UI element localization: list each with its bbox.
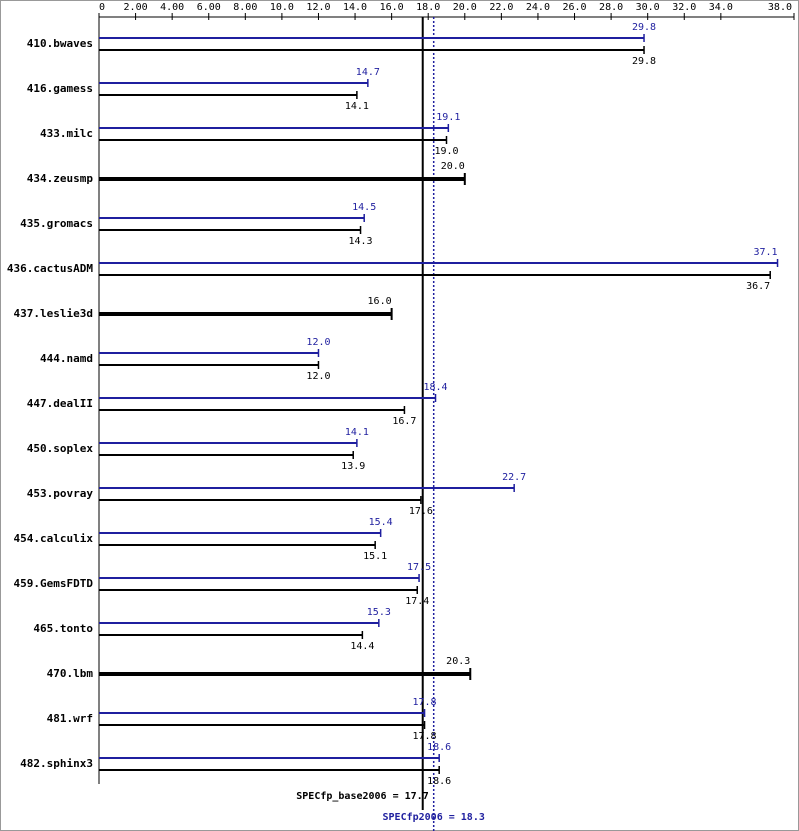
value-label: 17.6 <box>409 506 433 517</box>
value-label: 17.8 <box>413 697 437 708</box>
x-tick-label: 14.0 <box>343 2 367 13</box>
category-label: 482.sphinx3 <box>20 757 93 770</box>
x-tick-label: 32.0 <box>672 2 696 13</box>
category-label: 410.bwaves <box>27 37 93 50</box>
category-label: 450.soplex <box>27 442 94 455</box>
x-tick-label: 6.00 <box>197 2 221 13</box>
value-label: 14.7 <box>356 67 380 78</box>
category-label: 435.gromacs <box>20 217 93 230</box>
category-label: 444.namd <box>40 352 93 365</box>
category-label: 416.gamess <box>27 82 93 95</box>
category-label: 437.leslie3d <box>14 307 93 320</box>
category-label: 470.lbm <box>47 667 94 680</box>
value-label: 16.7 <box>392 416 416 427</box>
value-label: 17.8 <box>413 731 437 742</box>
value-label: 14.3 <box>348 236 372 247</box>
value-label: 14.4 <box>350 641 374 652</box>
x-tick-label: 18.0 <box>416 2 440 13</box>
value-label: 12.0 <box>306 337 330 348</box>
x-tick-label: 34.0 <box>709 2 733 13</box>
reference-label: SPECfp_base2006 = 17.7 <box>296 791 428 802</box>
value-label: 15.3 <box>367 607 391 618</box>
value-label: 37.1 <box>753 247 777 258</box>
x-tick-label: 26.0 <box>562 2 586 13</box>
value-label: 18.4 <box>423 382 447 393</box>
value-label: 18.6 <box>427 776 451 787</box>
value-label: 17.5 <box>407 562 431 573</box>
value-label: 18.6 <box>427 742 451 753</box>
value-label: 29.8 <box>632 56 656 67</box>
value-label: 15.4 <box>369 517 393 528</box>
value-label: 36.7 <box>746 281 770 292</box>
value-label: 16.0 <box>368 296 392 307</box>
category-label: 453.povray <box>27 487 94 500</box>
value-label: 17.4 <box>405 596 429 607</box>
category-label: 465.tonto <box>33 622 93 635</box>
x-tick-label: 22.0 <box>489 2 513 13</box>
x-tick-label: 0 <box>99 2 105 13</box>
x-tick-label: 4.00 <box>160 2 184 13</box>
x-tick-label: 24.0 <box>526 2 550 13</box>
x-tick-label: 30.0 <box>636 2 660 13</box>
value-label: 14.1 <box>345 101 369 112</box>
value-label: 12.0 <box>306 371 330 382</box>
value-label: 20.0 <box>441 161 465 172</box>
category-label: 447.dealII <box>27 397 93 410</box>
x-tick-label: 8.00 <box>233 2 257 13</box>
category-label: 454.calculix <box>14 532 94 545</box>
category-label: 433.milc <box>40 127 93 140</box>
value-label: 29.8 <box>632 22 656 33</box>
category-label: 436.cactusADM <box>7 262 93 275</box>
x-tick-label: 10.0 <box>270 2 294 13</box>
value-label: 14.5 <box>352 202 376 213</box>
category-label: 434.zeusmp <box>27 172 94 185</box>
value-label: 13.9 <box>341 461 365 472</box>
x-tick-label: 12.0 <box>306 2 330 13</box>
x-tick-label: 16.0 <box>380 2 404 13</box>
x-tick-label: 20.0 <box>453 2 477 13</box>
category-label: 481.wrf <box>47 712 93 725</box>
category-label: 459.GemsFDTD <box>14 577 94 590</box>
value-label: 20.3 <box>446 656 470 667</box>
value-label: 14.1 <box>345 427 369 438</box>
x-tick-label: 38.0 <box>768 2 792 13</box>
x-tick-label: 28.0 <box>599 2 623 13</box>
value-label: 19.1 <box>436 112 460 123</box>
value-label: 22.7 <box>502 472 526 483</box>
reference-label: SPECfp2006 = 18.3 <box>383 812 485 823</box>
value-label: 19.0 <box>434 146 458 157</box>
x-tick-label: 2.00 <box>124 2 148 13</box>
value-label: 15.1 <box>363 551 387 562</box>
